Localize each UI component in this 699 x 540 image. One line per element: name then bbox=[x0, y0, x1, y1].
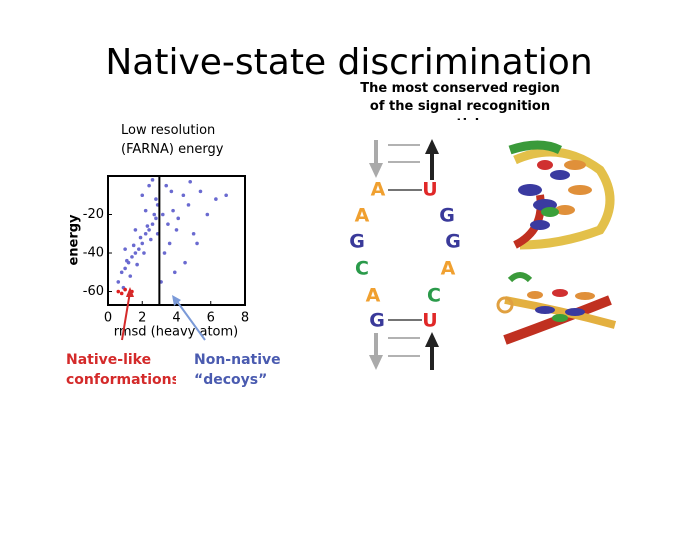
base: A bbox=[441, 258, 456, 280]
helix-lines bbox=[388, 144, 420, 357]
point bbox=[131, 243, 136, 248]
arrowhead bbox=[172, 295, 181, 306]
point bbox=[142, 251, 146, 255]
point bbox=[224, 193, 228, 198]
annotation-arrow bbox=[121, 291, 131, 341]
point bbox=[152, 212, 157, 217]
base: G bbox=[445, 231, 461, 253]
point bbox=[154, 216, 158, 221]
base: A bbox=[366, 285, 381, 307]
base: G bbox=[439, 205, 455, 227]
base: U bbox=[422, 310, 437, 332]
annotation-arrow bbox=[175, 299, 206, 341]
annotation-box: Non-native “decoys” bbox=[194, 352, 281, 388]
point bbox=[133, 228, 138, 232]
point bbox=[123, 287, 127, 292]
point bbox=[183, 260, 187, 265]
point bbox=[123, 266, 127, 271]
subtitle: The most conserved region of the signal … bbox=[360, 81, 560, 120]
point bbox=[137, 247, 141, 251]
base: G bbox=[369, 310, 385, 332]
base: G bbox=[349, 231, 365, 253]
y-tick-label: -40 bbox=[83, 246, 104, 261]
point bbox=[198, 189, 203, 194]
point bbox=[135, 262, 139, 267]
point bbox=[171, 208, 175, 213]
point bbox=[116, 289, 121, 294]
arrowhead bbox=[126, 287, 134, 297]
point bbox=[214, 197, 218, 201]
slide-title: Native-state discrimination bbox=[105, 42, 592, 83]
x-tick-label: 4 bbox=[172, 311, 180, 326]
point bbox=[143, 208, 148, 213]
base: C bbox=[427, 285, 441, 307]
annotation-box: Native-like conformations bbox=[66, 352, 176, 388]
point bbox=[150, 222, 155, 226]
point bbox=[119, 291, 124, 296]
point bbox=[150, 178, 155, 182]
base: U bbox=[422, 179, 437, 201]
y-tick-label: -60 bbox=[83, 284, 104, 299]
point bbox=[147, 228, 151, 232]
y-axis-label: energy bbox=[67, 214, 82, 266]
point bbox=[145, 224, 150, 228]
x-tick-label: 0 bbox=[104, 311, 112, 326]
point bbox=[130, 255, 134, 259]
annotation: Non-native “decoys” bbox=[194, 352, 281, 388]
point bbox=[123, 247, 127, 251]
chart-title-box: Low resolution (FARNA) energy bbox=[121, 123, 224, 157]
point bbox=[143, 231, 148, 236]
structure-top bbox=[508, 140, 615, 250]
point bbox=[169, 189, 174, 194]
point bbox=[191, 231, 196, 236]
point bbox=[140, 241, 145, 246]
point bbox=[119, 270, 124, 275]
point bbox=[149, 237, 153, 242]
base: A bbox=[371, 179, 386, 201]
annotation: Native-like conformations bbox=[66, 352, 176, 388]
point bbox=[181, 193, 186, 198]
point bbox=[138, 235, 143, 240]
chart-title: Low resolution (FARNA) energy bbox=[121, 123, 224, 157]
point bbox=[176, 216, 181, 221]
x-axis-label: rmsd (heavy atom) bbox=[114, 325, 238, 340]
point bbox=[188, 179, 192, 184]
point bbox=[147, 183, 151, 188]
point bbox=[128, 274, 133, 278]
point bbox=[162, 251, 167, 255]
subtitle-box: The most conserved region of the signal … bbox=[360, 81, 560, 120]
point bbox=[140, 193, 145, 198]
point bbox=[133, 251, 138, 255]
point bbox=[195, 241, 199, 246]
point bbox=[205, 212, 210, 217]
x-tick-label: 6 bbox=[207, 311, 215, 326]
point bbox=[166, 222, 170, 226]
strand-arrows bbox=[369, 139, 439, 370]
point bbox=[161, 212, 165, 217]
point bbox=[116, 280, 121, 284]
point bbox=[186, 203, 191, 207]
point bbox=[167, 241, 172, 246]
point bbox=[154, 197, 158, 201]
base: A bbox=[355, 205, 370, 227]
base: C bbox=[355, 258, 369, 280]
point bbox=[164, 183, 169, 188]
scatter-plot: 0 2 4 6 8 -20 -40 -60 rmsd (heavy atom) energy bbox=[67, 175, 249, 340]
structure-bottom bbox=[496, 272, 617, 345]
x-tick-label: 8 bbox=[241, 311, 249, 326]
x-tick-label: 2 bbox=[138, 311, 146, 326]
point bbox=[174, 228, 179, 232]
point bbox=[172, 270, 177, 275]
point bbox=[125, 258, 129, 263]
y-tick-label: -20 bbox=[83, 207, 104, 222]
